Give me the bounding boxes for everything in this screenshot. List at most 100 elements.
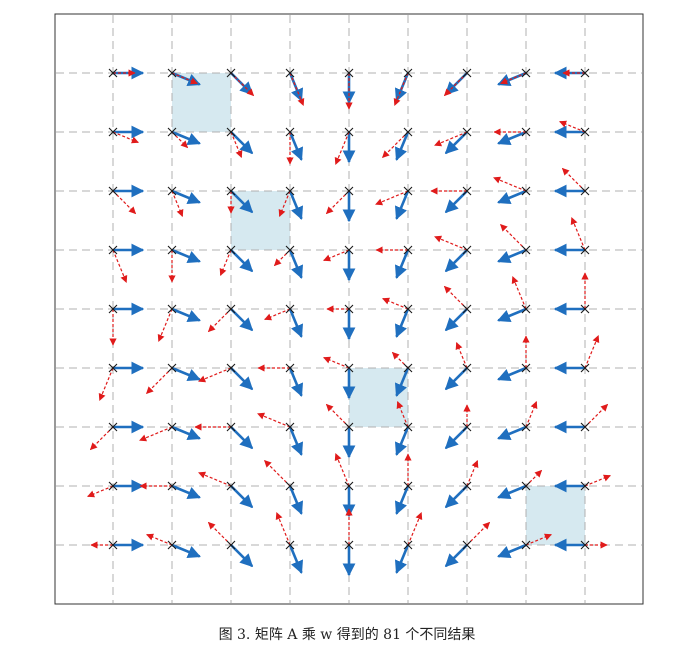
origin-marker xyxy=(344,186,354,196)
red-arrow xyxy=(198,367,232,383)
origin-marker xyxy=(108,186,118,196)
origin-marker xyxy=(285,540,295,550)
origin-marker xyxy=(580,481,590,491)
red-arrow xyxy=(434,235,468,251)
blue-arrow xyxy=(288,544,304,574)
origin-marker xyxy=(344,363,354,373)
origin-marker xyxy=(108,422,118,432)
origin-marker xyxy=(285,304,295,314)
red-arrow xyxy=(198,471,232,487)
origin-marker xyxy=(226,540,236,550)
red-arrow xyxy=(525,401,538,428)
origin-marker xyxy=(580,186,590,196)
origin-marker xyxy=(226,363,236,373)
origin-marker xyxy=(521,540,531,550)
blue-arrow xyxy=(394,367,410,397)
origin-marker xyxy=(226,186,236,196)
red-arrow xyxy=(87,485,114,498)
origin-marker xyxy=(226,68,236,78)
origin-marker xyxy=(108,363,118,373)
blue-arrow xyxy=(497,189,527,205)
origin-marker xyxy=(521,127,531,137)
red-arrow xyxy=(382,131,409,158)
origin-marker xyxy=(167,245,177,255)
blue-arrow xyxy=(497,248,527,264)
origin-marker xyxy=(285,68,295,78)
origin-marker xyxy=(462,186,472,196)
red-arrow xyxy=(264,308,291,321)
red-arrow xyxy=(289,72,305,106)
origin-marker xyxy=(403,481,413,491)
blue-arrow xyxy=(171,130,201,146)
red-arrow xyxy=(230,131,243,158)
red-arrow xyxy=(112,249,128,283)
red-arrow xyxy=(157,308,173,342)
origin-marker xyxy=(462,127,472,137)
highlight-cell xyxy=(349,368,408,427)
origin-marker xyxy=(108,540,118,550)
red-arrow xyxy=(171,131,189,149)
origin-marker xyxy=(285,422,295,432)
blue-arrow xyxy=(497,543,527,559)
blue-arrow xyxy=(497,425,527,441)
origin-marker xyxy=(344,68,354,78)
blue-arrow xyxy=(288,249,304,279)
red-arrow xyxy=(500,224,527,251)
red-arrow xyxy=(455,342,468,369)
origin-marker xyxy=(462,245,472,255)
origin-marker xyxy=(285,481,295,491)
origin-marker xyxy=(403,127,413,137)
vector-field xyxy=(87,66,611,577)
origin-marker xyxy=(521,186,531,196)
red-arrow xyxy=(219,249,232,276)
blue-arrow xyxy=(171,484,201,500)
blue-arrow xyxy=(394,249,410,279)
blue-arrow xyxy=(394,190,410,220)
blue-arrow xyxy=(394,308,410,338)
origin-marker xyxy=(403,304,413,314)
origin-marker xyxy=(167,481,177,491)
origin-marker xyxy=(167,127,177,137)
origin-marker xyxy=(108,245,118,255)
red-arrow xyxy=(112,131,139,144)
origin-marker xyxy=(462,363,472,373)
red-arrow xyxy=(264,460,291,487)
origin-marker xyxy=(108,481,118,491)
highlight-cells xyxy=(172,73,585,545)
origin-marker xyxy=(344,540,354,550)
red-arrow xyxy=(466,460,479,487)
red-arrow xyxy=(275,512,291,546)
blue-arrow xyxy=(288,485,304,515)
red-arrow xyxy=(257,412,291,428)
red-arrow xyxy=(584,474,611,487)
origin-marker xyxy=(403,540,413,550)
red-arrow xyxy=(375,190,409,206)
origin-marker xyxy=(462,540,472,550)
blue-arrow xyxy=(288,367,304,397)
blue-arrow xyxy=(171,425,201,441)
origin-marker xyxy=(403,422,413,432)
origin-marker xyxy=(108,304,118,314)
origin-marker xyxy=(462,68,472,78)
origin-marker xyxy=(285,127,295,137)
red-arrow xyxy=(493,176,527,192)
red-arrow xyxy=(139,426,173,442)
origin-marker xyxy=(580,363,590,373)
blue-arrow xyxy=(497,484,527,500)
blue-arrow xyxy=(171,248,201,264)
origin-marker xyxy=(580,245,590,255)
origin-marker xyxy=(167,68,177,78)
origin-marker xyxy=(285,186,295,196)
blue-arrow xyxy=(497,130,527,146)
red-arrow xyxy=(511,276,527,310)
blue-arrow xyxy=(394,131,410,161)
blue-arrow xyxy=(288,426,304,456)
red-arrow xyxy=(393,72,409,106)
blue-arrow xyxy=(171,543,201,559)
blue-arrow xyxy=(171,189,201,205)
origin-marker xyxy=(403,363,413,373)
red-arrow xyxy=(334,131,350,165)
red-arrow xyxy=(559,120,586,133)
red-arrow xyxy=(323,356,350,369)
red-arrow xyxy=(391,351,409,369)
